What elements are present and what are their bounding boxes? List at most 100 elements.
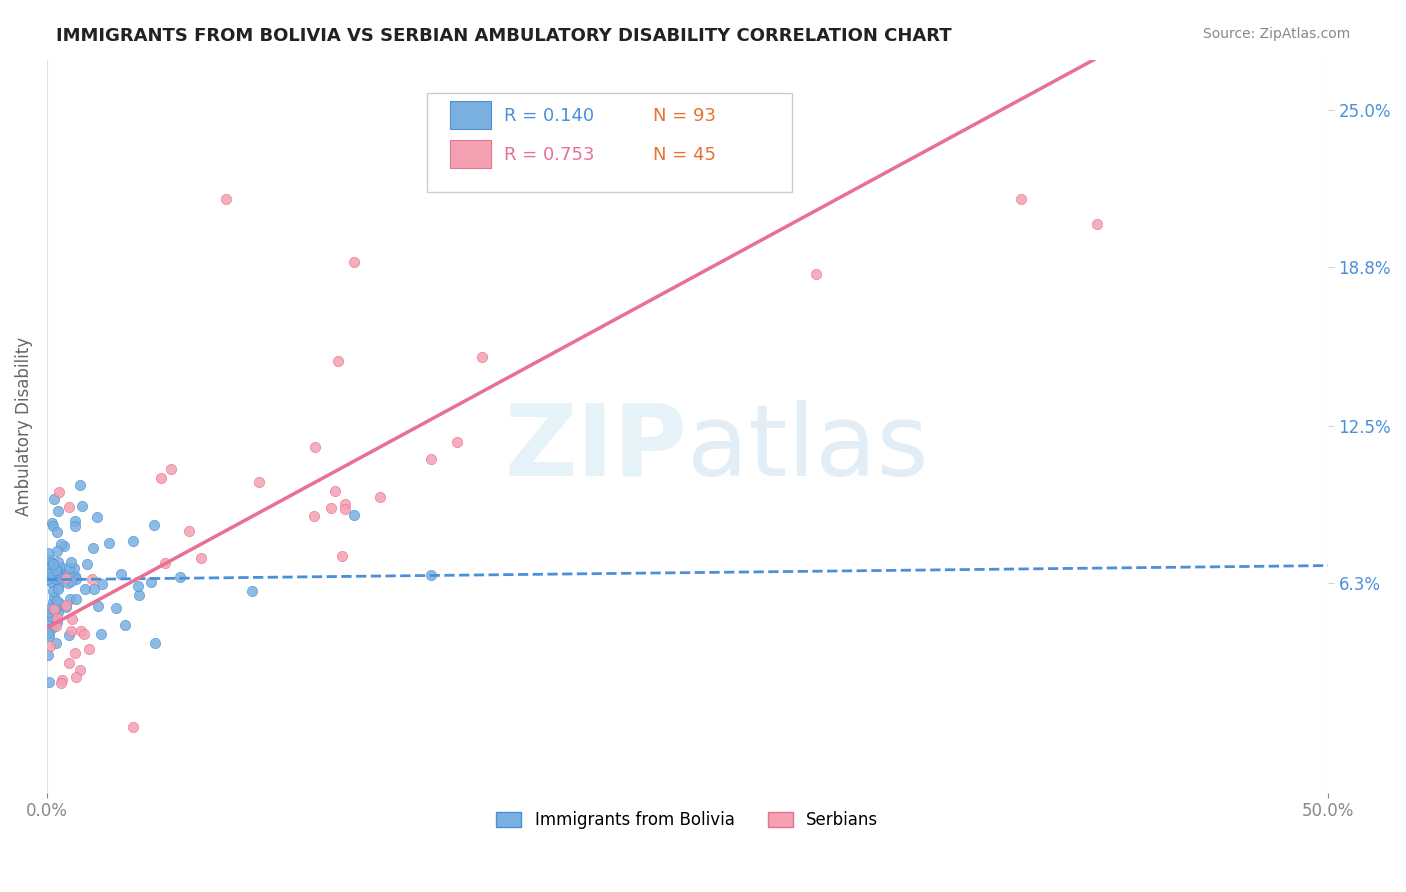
Point (127, 579, 149, 593)
Point (38, 674, 60, 689)
Point (42, 519, 65, 533)
Point (1085, 217, 1108, 231)
Point (727, 179, 749, 194)
Point (420, 452, 443, 467)
Point (63, 568, 86, 582)
Point (60, 612, 83, 626)
Point (69, 478, 91, 492)
Point (139, 574, 162, 589)
Point (48, 596, 70, 610)
Point (122, 533, 145, 548)
Point (42, 491, 65, 506)
Point (38, 553, 60, 567)
Point (70, 624, 93, 638)
Point (44, 602, 66, 616)
Point (45, 635, 67, 649)
Point (335, 502, 357, 516)
Point (59, 591, 82, 606)
Point (42, 594, 65, 608)
Point (45, 543, 67, 558)
Point (51, 673, 73, 687)
Point (45, 572, 67, 586)
Text: ZIP: ZIP (505, 400, 688, 497)
Point (471, 350, 494, 364)
Point (37, 572, 59, 586)
Point (46, 503, 69, 517)
Point (80, 572, 103, 586)
Point (48, 485, 70, 500)
Point (41, 516, 63, 530)
Point (177, 524, 200, 538)
Point (90, 627, 112, 641)
Point (41, 610, 63, 624)
Y-axis label: Ambulatory Disability: Ambulatory Disability (15, 336, 32, 516)
Point (65, 670, 87, 684)
Point (343, 508, 366, 523)
Point (72, 500, 94, 514)
Point (39, 566, 62, 581)
Point (37, 546, 59, 560)
Point (58, 500, 80, 515)
FancyBboxPatch shape (450, 140, 492, 168)
Point (190, 550, 212, 565)
Point (97, 536, 120, 550)
Point (38, 605, 60, 619)
Point (63, 518, 86, 533)
FancyBboxPatch shape (450, 102, 492, 129)
Point (304, 440, 326, 454)
Point (333, 497, 356, 511)
Point (38, 629, 60, 643)
Point (48, 582, 70, 596)
Point (90, 576, 112, 591)
Text: IMMIGRANTS FROM BOLIVIA VS SERBIAN AMBULATORY DISABILITY CORRELATION CHART: IMMIGRANTS FROM BOLIVIA VS SERBIAN AMBUL… (56, 27, 952, 45)
Point (49, 676, 72, 690)
Point (37, 566, 59, 580)
Point (446, 434, 468, 449)
Point (159, 461, 181, 475)
Point (46, 571, 69, 585)
Point (63, 561, 86, 575)
Point (37, 625, 59, 640)
Point (42, 557, 65, 571)
Point (44, 602, 66, 616)
Point (328, 353, 350, 368)
Text: atlas: atlas (688, 400, 929, 497)
Point (55, 599, 77, 614)
Legend: Immigrants from Bolivia, Serbians: Immigrants from Bolivia, Serbians (489, 805, 886, 836)
Point (53, 566, 76, 581)
Point (323, 484, 346, 499)
Point (114, 618, 136, 632)
Point (215, 192, 238, 206)
Point (51, 560, 73, 574)
Text: Source: ZipAtlas.com: Source: ZipAtlas.com (1202, 27, 1350, 41)
Point (153, 556, 176, 570)
Point (330, 549, 353, 563)
Point (46, 524, 69, 539)
Point (73, 626, 96, 640)
Point (86, 599, 108, 614)
Point (110, 566, 132, 581)
Point (321, 501, 343, 516)
Point (304, 509, 326, 524)
Point (46, 611, 69, 625)
Point (45, 619, 67, 633)
Point (143, 636, 166, 650)
Point (39, 566, 62, 580)
Point (45, 593, 67, 607)
Point (42, 619, 65, 633)
Point (45, 565, 67, 579)
Point (63, 514, 86, 528)
Point (46, 605, 69, 619)
Point (37, 648, 59, 663)
Point (65, 572, 87, 586)
Point (55, 598, 77, 612)
Point (143, 517, 166, 532)
Point (59, 555, 82, 569)
Point (58, 561, 80, 575)
Point (45, 567, 67, 582)
Point (86, 510, 108, 524)
Text: N = 93: N = 93 (652, 107, 716, 125)
Point (45, 564, 67, 578)
Point (39, 640, 62, 654)
Point (105, 600, 128, 615)
